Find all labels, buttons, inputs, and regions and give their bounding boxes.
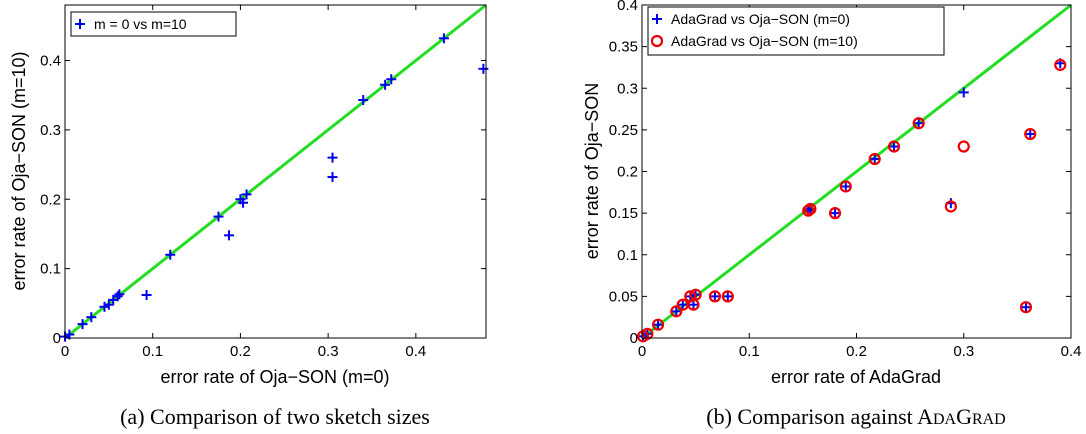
legend: AdaGrad vs Oja−SON (m=0) AdaGrad vs Oja−S… [647, 6, 945, 56]
x-tick-label: 0.2 [230, 343, 251, 360]
chart-a: 0 0.1 0.2 0.3 0.4 0 0.1 0.2 0.3 0.4 error rate of… [9, 3, 489, 429]
y-tick-label: 0.4 [40, 53, 61, 70]
data-point-circle [1024, 127, 1037, 141]
x-tick-label: 0.1 [142, 343, 163, 360]
caption: (b) Comparison against ADAGRAD [706, 404, 1005, 429]
data-point-circle [708, 290, 722, 303]
legend: m = 0 vs m=10 [70, 11, 237, 37]
y-tick-label: 0.2 [617, 164, 638, 181]
legend-label: AdaGrad vs Oja−SON (m=10) [671, 33, 858, 49]
data-point-plus [99, 301, 110, 312]
legend-box [647, 6, 945, 56]
data-point-plus [438, 33, 449, 44]
x-tick-label: 0.4 [405, 343, 426, 360]
x-tick-label: 0.1 [739, 343, 760, 360]
data-point-plus [213, 211, 224, 222]
diagonal-line [64, 3, 487, 340]
data-point-plus [224, 230, 235, 241]
legend-marker-circle [650, 34, 664, 48]
data-point-plus [653, 319, 664, 330]
data-point-plus [327, 152, 338, 163]
x-tick-label: 0.3 [318, 343, 339, 360]
y-axis-label: error rate of Oja−SON (m=10) [9, 51, 29, 290]
data-point-plus [358, 95, 369, 106]
data-point-plus [380, 79, 391, 90]
legend-box [70, 11, 237, 37]
y-tick-label: 0 [53, 330, 61, 347]
y-tick-label: 0.3 [40, 122, 61, 139]
y-tick-label: 0.15 [609, 205, 638, 222]
legend-label: m = 0 vs m=10 [94, 16, 187, 32]
caption-text: (b) Comparison against ADAGRAD [706, 404, 1005, 429]
x-tick-label: 0 [61, 343, 69, 360]
x-tick-label: 0 [638, 343, 646, 360]
data-point-plus [165, 249, 176, 260]
data-point-plus [722, 291, 733, 302]
y-tick-label: 0.1 [617, 247, 638, 264]
data-point-circle [721, 290, 734, 303]
legend-marker-plus [652, 14, 662, 24]
x-tick-label: 0.4 [1061, 343, 1082, 360]
data-point-plus [840, 181, 851, 192]
data-point-circle [868, 152, 881, 166]
data-point-circle [651, 318, 665, 331]
data-point-plus [958, 87, 969, 98]
data-point-plus [1025, 129, 1036, 140]
data-point-circle [944, 200, 957, 213]
data-point-circle [912, 117, 925, 130]
plot-frame [64, 4, 487, 339]
data-point-circle [1019, 301, 1033, 314]
data-point-plus [241, 189, 252, 200]
data-point-circle [670, 305, 683, 318]
data-point-plus [869, 154, 880, 165]
y-tick-label: 0.05 [609, 288, 638, 305]
data-point-circle [804, 202, 817, 216]
data-point-plus [327, 172, 338, 183]
data-point-plus [1020, 302, 1031, 313]
data-point-plus [913, 118, 924, 129]
data-point-plus [112, 291, 123, 302]
data-point-plus [709, 291, 720, 302]
data-point-plus [830, 208, 841, 219]
y-tick-label: 0.2 [40, 191, 61, 208]
data-point-circle [887, 140, 901, 153]
y-tick-label: 0.1 [40, 261, 61, 278]
data-point-plus [889, 141, 900, 152]
x-tick-label: 0.2 [846, 343, 867, 360]
data-point-circle [687, 298, 700, 311]
y-tick-label: 0 [630, 330, 638, 347]
legend-marker-plus [75, 19, 85, 29]
diagonal-line [641, 3, 1072, 340]
data-point-circle [802, 204, 815, 217]
caption: (a) Comparison of two sketch sizes [120, 404, 430, 429]
y-tick-label: 0.4 [617, 0, 638, 14]
y-tick-label: 0.25 [609, 122, 638, 139]
data-point-plus [238, 197, 249, 208]
x-axis-label: error rate of AdaGrad [771, 367, 941, 387]
data-point-plus [141, 289, 152, 300]
x-tick-label: 0.3 [953, 343, 974, 360]
y-axis-label: error rate of Oja−SON [582, 83, 602, 260]
x-axis-label: error rate of Oja−SON (m=0) [160, 367, 389, 387]
data-point-circle [957, 140, 970, 153]
data-point-circle [839, 180, 852, 193]
chart-b: 0 0.1 0.2 0.3 0.4 0 0.05 0.1 0.15 0.2 0.25 0.3 0.35 0… [582, 0, 1081, 429]
y-tick-label: 0.35 [609, 39, 638, 56]
data-point-plus [386, 74, 397, 85]
y-tick-label: 0.3 [617, 80, 638, 97]
data-point-plus [86, 312, 97, 323]
data-point-plus [114, 289, 125, 300]
data-point-plus [103, 299, 114, 310]
data-point-plus [478, 63, 489, 74]
data-point-plus [671, 306, 682, 317]
data-point-circle [1054, 58, 1067, 72]
data-point-circle [828, 207, 842, 220]
legend-label: AdaGrad vs Oja−SON (m=0) [671, 11, 850, 27]
data-point-plus [77, 319, 88, 330]
data-point-plus [677, 299, 688, 310]
